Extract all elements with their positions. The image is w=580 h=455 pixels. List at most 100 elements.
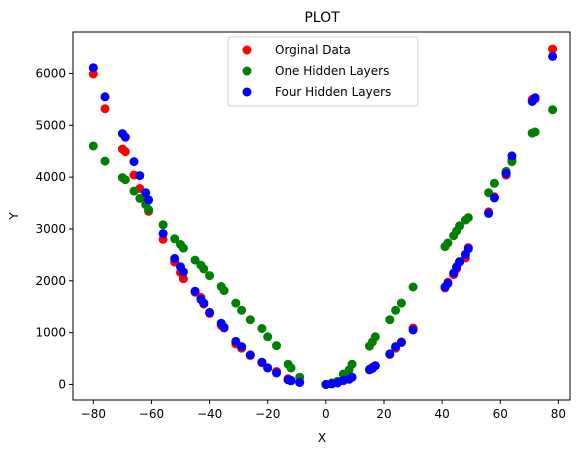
point-series-1-14 xyxy=(199,264,209,274)
point-series-2-49 xyxy=(501,169,511,178)
point-series-1-9 xyxy=(170,234,180,244)
y-tick-label-6: 6000 xyxy=(35,66,66,80)
point-series-2-23 xyxy=(272,368,281,378)
point-series-0-1 xyxy=(100,104,110,114)
point-series-2-11 xyxy=(178,267,188,277)
x-tick-label-2: −40 xyxy=(197,407,222,421)
point-series-2-8 xyxy=(158,229,168,239)
y-tick-label-5: 5000 xyxy=(35,118,66,132)
point-series-2-1 xyxy=(100,92,110,102)
x-tick-label-5: 20 xyxy=(376,407,391,421)
point-series-2-44 xyxy=(455,257,465,267)
point-series-1-52 xyxy=(530,127,540,137)
x-axis-label: X xyxy=(318,431,326,445)
point-series-1-46 xyxy=(463,213,473,223)
x-axis-ticks: −80 −60 −40 −20 0 20 40 60 80 xyxy=(81,400,566,421)
point-series-2-17 xyxy=(219,322,229,332)
y-axis-ticks: 0 1000 2000 3000 4000 5000 6000 xyxy=(35,66,73,391)
point-series-1-22 xyxy=(263,332,273,342)
point-series-1-21 xyxy=(257,324,267,333)
legend-label-0: Orginal Data xyxy=(275,43,351,57)
point-series-2-26 xyxy=(295,377,305,387)
point-series-2-46 xyxy=(463,244,473,254)
y-tick-label-3: 3000 xyxy=(35,222,66,236)
point-series-2-12 xyxy=(190,286,200,296)
y-axis-label: Y xyxy=(7,212,21,221)
point-series-2-36 xyxy=(385,349,395,359)
point-series-1-4 xyxy=(129,186,139,196)
point-series-1-11 xyxy=(178,243,188,253)
point-series-2-50 xyxy=(507,151,517,161)
point-series-1-37 xyxy=(391,305,401,315)
legend-label-2: Four Hidden Layers xyxy=(275,85,391,99)
x-tick-label-3: −20 xyxy=(255,407,280,421)
point-series-1-36 xyxy=(385,315,395,325)
point-series-1-15 xyxy=(205,271,215,281)
point-series-1-19 xyxy=(237,305,247,315)
point-series-2-38 xyxy=(396,338,406,347)
point-series-0-0 xyxy=(88,69,98,79)
point-series-2-15 xyxy=(205,307,215,317)
point-series-1-39 xyxy=(408,282,418,292)
point-series-1-12 xyxy=(190,255,200,265)
point-series-1-17 xyxy=(219,286,229,296)
point-series-2-41 xyxy=(443,278,453,288)
legend-marker-2 xyxy=(242,87,252,97)
point-series-2-53 xyxy=(548,51,558,61)
point-series-0-53 xyxy=(548,44,558,54)
legend-marker-1 xyxy=(242,66,252,76)
point-series-1-20 xyxy=(245,315,255,325)
point-series-1-3 xyxy=(120,175,130,185)
point-series-2-14 xyxy=(199,298,209,308)
point-series-1-0 xyxy=(88,141,98,151)
x-tick-label-4: 0 xyxy=(322,407,330,421)
point-series-2-0 xyxy=(88,63,98,73)
point-series-2-52 xyxy=(530,93,540,103)
point-series-1-18 xyxy=(231,298,241,308)
x-tick-label-8: 80 xyxy=(551,407,566,421)
point-series-2-25 xyxy=(286,376,296,386)
point-series-2-47 xyxy=(484,208,494,218)
point-series-2-4 xyxy=(129,157,139,167)
y-tick-label-1: 1000 xyxy=(35,326,66,340)
point-series-1-5 xyxy=(135,193,145,203)
x-tick-label-7: 60 xyxy=(493,407,508,421)
point-series-1-7 xyxy=(144,205,154,215)
point-series-2-32 xyxy=(347,372,357,382)
point-series-2-6 xyxy=(141,188,151,198)
y-tick-label-4: 4000 xyxy=(35,170,66,184)
point-series-2-20 xyxy=(245,350,255,360)
point-series-0-3 xyxy=(120,147,130,157)
point-series-1-32 xyxy=(347,359,357,369)
plot-frame xyxy=(72,31,571,401)
point-series-2-3 xyxy=(120,132,130,142)
point-series-2-22 xyxy=(263,363,273,373)
point-series-2-39 xyxy=(408,325,418,335)
point-series-1-1 xyxy=(100,156,110,166)
legend-box xyxy=(227,36,419,107)
point-series-1-8 xyxy=(158,220,168,230)
point-series-2-48 xyxy=(489,193,499,203)
point-series-0-11 xyxy=(178,274,188,284)
point-series-1-35 xyxy=(370,332,380,342)
point-series-2-18 xyxy=(231,336,241,346)
point-series-1-47 xyxy=(484,188,494,198)
x-tick-label-6: 40 xyxy=(434,407,449,421)
point-series-2-7 xyxy=(144,195,154,205)
point-series-1-23 xyxy=(272,341,281,351)
legend: Orginal Data One Hidden Layers Four Hidden… xyxy=(227,36,419,107)
chart-title: PLOT xyxy=(304,10,340,26)
x-tick-label-0: −80 xyxy=(81,407,106,421)
legend-marker-0 xyxy=(242,45,252,55)
point-series-1-53 xyxy=(548,105,558,115)
x-tick-label-1: −60 xyxy=(139,407,164,421)
point-series-1-48 xyxy=(489,178,499,188)
point-series-1-44 xyxy=(455,221,465,231)
point-series-2-9 xyxy=(170,254,180,263)
data-points xyxy=(88,44,558,389)
y-tick-label-0: 0 xyxy=(58,377,66,391)
point-series-2-5 xyxy=(135,171,145,181)
y-tick-label-2: 2000 xyxy=(35,274,66,288)
point-series-2-35 xyxy=(370,361,380,371)
